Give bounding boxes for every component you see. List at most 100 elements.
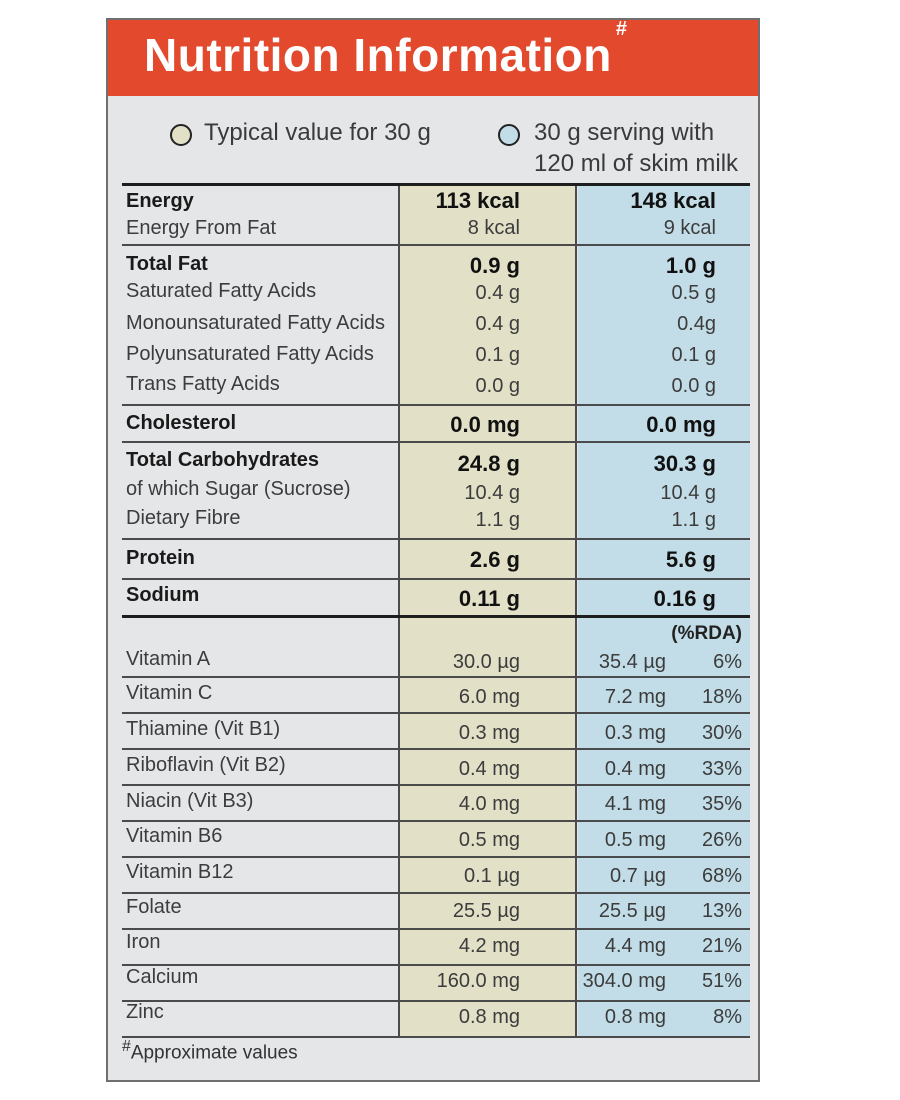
nutrient-label: Saturated Fatty Acids <box>126 280 317 302</box>
row-rule <box>122 748 750 750</box>
rda-percent: 26% <box>701 829 742 851</box>
value-typical: 0.4 g <box>475 282 520 304</box>
vitamin-label: Vitamin B6 <box>126 825 223 847</box>
row-rule <box>122 712 750 714</box>
column-with-milk <box>578 183 750 1038</box>
nutrition-panel: Nutrition Information# Typical value for… <box>106 18 760 1082</box>
row-rule <box>122 856 750 858</box>
value-typical: 30.0 µg <box>452 651 520 673</box>
legend-with-milk-line2: 120 ml of skim milk <box>534 150 739 177</box>
value-typical: 0.4 g <box>475 313 520 335</box>
value-with-milk: 148 kcal <box>630 188 716 213</box>
legend-typical-label: Typical value for 30 g <box>204 119 431 146</box>
vitamin-label: Vitamin B12 <box>126 861 234 883</box>
nutrient-label: Dietary Fibre <box>126 507 241 529</box>
row-rule <box>122 676 750 678</box>
vitamin-label: Zinc <box>126 1001 164 1023</box>
rda-percent: 30% <box>701 722 742 744</box>
table-top-rule <box>122 183 750 186</box>
nutrient-label: Monounsaturated Fatty Acids <box>126 312 386 334</box>
rda-percent: 6% <box>713 651 742 673</box>
nutrient-label: Energy <box>126 190 194 212</box>
row-rule <box>122 928 750 930</box>
value-typical: 6.0 mg <box>458 686 520 708</box>
rda-percent: 13% <box>701 900 742 922</box>
row-rule <box>122 784 750 786</box>
rda-percent: 21% <box>701 935 742 957</box>
rda-percent: 51% <box>701 970 742 992</box>
vitamin-label: Vitamin A <box>126 648 211 670</box>
rda-percent: 35% <box>701 793 742 815</box>
value-with-milk: 0.0 g <box>671 375 716 397</box>
row-rule <box>122 538 750 540</box>
rda-percent: 33% <box>701 758 742 780</box>
column-divider-2 <box>575 183 577 1038</box>
value-with-milk: 4.4 mg <box>604 935 666 957</box>
value-with-milk: 4.1 mg <box>604 793 666 815</box>
nutrient-label: Total Fat <box>126 253 208 275</box>
nutrient-label: Protein <box>126 547 195 569</box>
table-bottom-rule <box>122 1036 750 1038</box>
value-with-milk: 35.4 µg <box>598 651 666 673</box>
nutrient-label: Energy From Fat <box>126 217 277 239</box>
row-rule <box>122 964 750 966</box>
value-with-milk: 0.8 mg <box>604 1006 666 1028</box>
row-rule <box>122 244 750 246</box>
vitamin-label: Folate <box>126 896 182 918</box>
legend-with-milk-line1: 30 g serving with <box>534 119 715 146</box>
value-typical: 4.0 mg <box>458 793 520 815</box>
value-with-milk: 0.16 g <box>653 586 716 611</box>
value-with-milk: 0.4 mg <box>604 758 666 780</box>
legend-dot-with-milk <box>498 124 520 146</box>
vitamin-label: Calcium <box>126 966 199 988</box>
nutrient-label: Sodium <box>126 584 200 606</box>
value-with-milk: 0.5 g <box>671 282 716 304</box>
value-typical: 0.3 mg <box>458 722 520 744</box>
nutrient-label: Total Carbohydrates <box>126 449 319 471</box>
nutrient-label: of which Sugar (Sucrose) <box>126 478 351 500</box>
row-rule <box>122 1000 750 1002</box>
value-typical: 2.6 g <box>469 547 520 572</box>
row-rule <box>122 578 750 580</box>
value-typical: 8 kcal <box>467 217 520 239</box>
value-with-milk: 7.2 mg <box>604 686 666 708</box>
value-typical: 113 kcal <box>435 188 520 213</box>
nutrient-label: Cholesterol <box>126 412 237 434</box>
vitamin-label: Iron <box>126 931 161 953</box>
rda-header: (%RDA) <box>671 623 742 644</box>
value-typical: 4.2 mg <box>458 935 520 957</box>
value-with-milk: 1.0 g <box>665 253 716 278</box>
value-typical: 0.9 g <box>469 253 520 278</box>
value-with-milk: 0.0 mg <box>646 412 716 437</box>
rda-percent: 68% <box>701 865 742 887</box>
value-with-milk: 304.0 mg <box>582 970 666 992</box>
value-with-milk: 0.1 g <box>671 344 716 366</box>
rda-percent: 18% <box>701 686 742 708</box>
value-typical: 0.11 g <box>458 586 520 611</box>
value-with-milk: 10.4 g <box>660 482 716 504</box>
vitamin-label: Riboflavin (Vit B2) <box>126 754 286 776</box>
footnote-text: Approximate values <box>130 1042 298 1064</box>
value-with-milk: 0.3 mg <box>604 722 666 744</box>
row-rule <box>122 820 750 822</box>
value-with-milk: 0.7 µg <box>609 865 666 887</box>
title-footnote-mark: # <box>615 17 628 40</box>
column-divider-1 <box>398 183 400 1038</box>
value-typical: 0.0 g <box>475 375 520 397</box>
row-rule <box>122 441 750 443</box>
value-typical: 0.1 g <box>475 344 520 366</box>
value-typical: 0.5 mg <box>458 829 520 851</box>
value-with-milk: 9 kcal <box>663 217 716 239</box>
value-with-milk: 0.5 mg <box>604 829 666 851</box>
value-typical: 0.4 mg <box>458 758 520 780</box>
section-rule <box>122 615 750 618</box>
value-typical: 160.0 mg <box>436 970 520 992</box>
value-with-milk: 1.1 g <box>671 509 716 531</box>
value-typical: 10.4 g <box>464 482 520 504</box>
panel-title: Nutrition Information# <box>144 17 628 81</box>
value-typical: 0.0 mg <box>450 412 520 437</box>
footnote: #Approximate values <box>122 1038 298 1064</box>
rda-percent: 8% <box>713 1006 742 1028</box>
nutrient-label: Polyunsaturated Fatty Acids <box>126 343 374 365</box>
column-typical <box>400 183 576 1038</box>
